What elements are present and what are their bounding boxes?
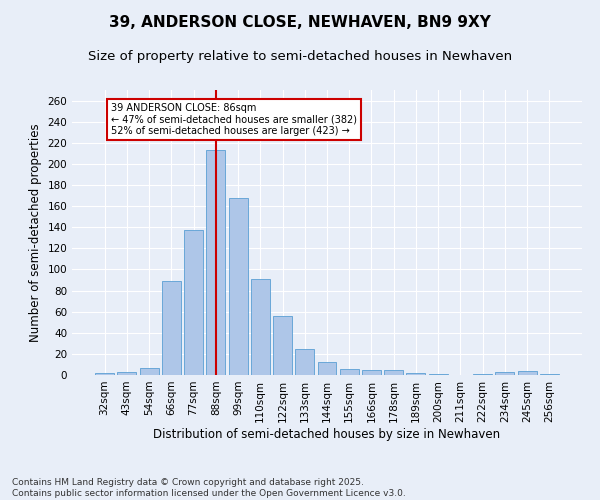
- Bar: [362, 370, 381, 375]
- Bar: [518, 371, 536, 375]
- Y-axis label: Number of semi-detached properties: Number of semi-detached properties: [29, 123, 42, 342]
- Bar: [184, 230, 203, 375]
- Bar: [118, 372, 136, 375]
- Bar: [406, 373, 425, 375]
- Bar: [295, 348, 314, 375]
- Bar: [384, 370, 403, 375]
- Text: Contains HM Land Registry data © Crown copyright and database right 2025.
Contai: Contains HM Land Registry data © Crown c…: [12, 478, 406, 498]
- Text: 39, ANDERSON CLOSE, NEWHAVEN, BN9 9XY: 39, ANDERSON CLOSE, NEWHAVEN, BN9 9XY: [109, 15, 491, 30]
- Bar: [229, 198, 248, 375]
- Bar: [95, 373, 114, 375]
- Bar: [429, 374, 448, 375]
- Bar: [496, 372, 514, 375]
- Bar: [473, 374, 492, 375]
- Bar: [317, 362, 337, 375]
- Text: Size of property relative to semi-detached houses in Newhaven: Size of property relative to semi-detach…: [88, 50, 512, 63]
- X-axis label: Distribution of semi-detached houses by size in Newhaven: Distribution of semi-detached houses by …: [154, 428, 500, 440]
- Bar: [140, 368, 158, 375]
- Text: 39 ANDERSON CLOSE: 86sqm
← 47% of semi-detached houses are smaller (382)
52% of : 39 ANDERSON CLOSE: 86sqm ← 47% of semi-d…: [112, 102, 358, 136]
- Bar: [206, 150, 225, 375]
- Bar: [251, 279, 270, 375]
- Bar: [162, 281, 181, 375]
- Bar: [273, 316, 292, 375]
- Bar: [340, 368, 359, 375]
- Bar: [540, 374, 559, 375]
